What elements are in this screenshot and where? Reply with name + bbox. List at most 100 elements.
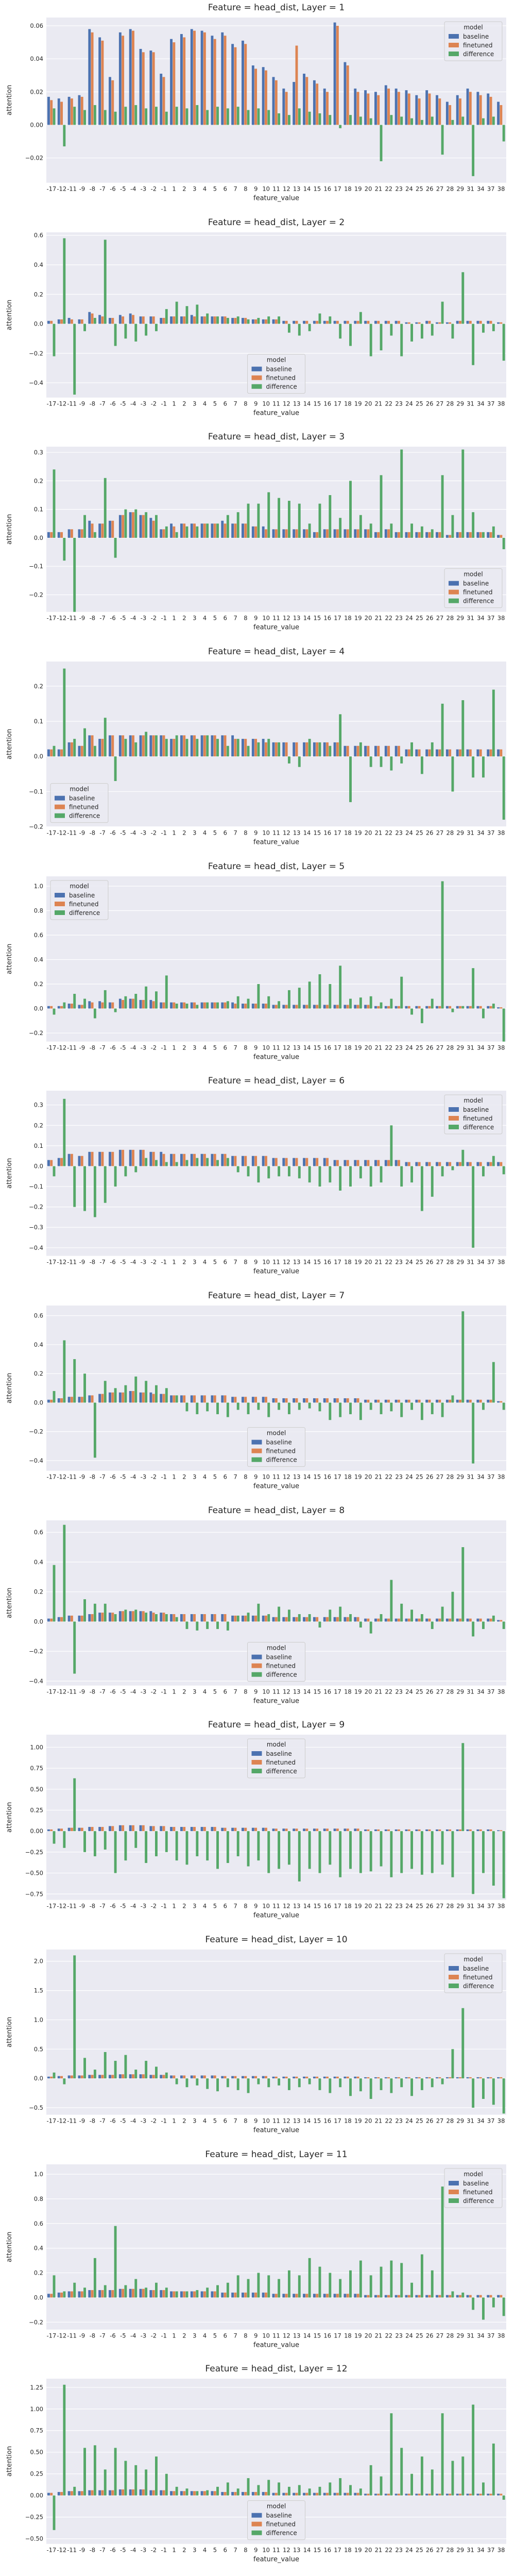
bar-baseline [251,2292,254,2298]
x-tick-label: -12 [57,615,66,622]
bar-finetuned [80,1397,83,1403]
y-tick-label: 0.2 [34,683,43,690]
x-tick-label: 34 [477,1473,485,1481]
bar-baseline [129,313,132,324]
bar-finetuned [500,1830,503,1832]
y-tick-label: 0.4 [34,261,43,268]
bar-difference [257,2273,260,2298]
bar-difference [502,324,505,361]
legend-label-finetuned: finetuned [69,804,98,811]
bar-finetuned [387,1618,390,1622]
legend-title: model [267,1644,286,1651]
x-tick-label: -3 [141,615,146,622]
bar-finetuned [60,101,63,125]
bar-finetuned [428,2494,431,2496]
bar-baseline [231,735,234,757]
bar-finetuned [80,745,83,757]
bar-baseline [415,1399,418,1403]
bar-baseline [129,735,132,757]
bar-finetuned [326,2493,329,2496]
x-tick-label: 14 [303,185,311,193]
legend-swatch-difference [251,1672,262,1677]
bar-finetuned [254,2076,258,2079]
bar-finetuned [449,1829,452,1832]
bar-finetuned [162,2490,165,2496]
x-tick-label: 10 [262,1903,270,1910]
bar-finetuned [387,320,390,324]
bar-difference [380,2078,383,2090]
x-tick-label: 4 [203,1044,207,1051]
bar-finetuned [162,317,165,324]
bar-finetuned [367,93,370,125]
bar-finetuned [428,93,431,125]
bar-baseline [333,529,336,538]
legend-swatch-baseline [251,1751,262,1756]
bar-difference [410,1609,414,1622]
bar-baseline [47,96,50,125]
y-tick-label: −0.2 [29,1204,43,1211]
bar-baseline [180,2491,183,2496]
bar-finetuned [469,320,472,324]
bar-difference [134,1166,138,1173]
bar-baseline [251,1615,254,1622]
bar-finetuned [274,2493,278,2496]
bar-baseline [364,1829,367,1832]
bar-finetuned [346,2076,349,2079]
bar-difference [134,993,138,1009]
x-tick-label: 10 [262,615,270,622]
bar-difference [492,1003,495,1009]
x-tick-label: 37 [487,615,495,622]
legend-label-baseline: baseline [463,2180,489,2187]
bar-finetuned [346,1617,349,1622]
bar-difference [287,2487,290,2496]
x-tick-label: 3 [193,185,196,193]
bar-baseline [282,320,285,324]
bar-baseline [415,95,418,125]
x-tick-label: -11 [67,2117,77,2125]
bar-difference [441,703,444,757]
bar-finetuned [162,735,165,757]
bar-baseline [405,1006,408,1009]
bar-finetuned [142,1825,145,1832]
bar-difference [63,2384,66,2496]
bar-finetuned [377,320,380,324]
x-tick-label: -8 [90,2117,95,2125]
legend-swatch-baseline [449,1965,459,1971]
bar-difference [216,316,219,324]
x-tick-label: 24 [405,829,413,837]
x-tick-label: -8 [90,829,95,837]
x-tick-label: 4 [203,2547,207,2554]
bar-finetuned [91,1002,94,1009]
bar-difference [410,118,414,125]
bar-baseline [221,735,224,757]
bar-difference [420,756,423,774]
bar-finetuned [418,2295,421,2298]
bar-baseline [354,1828,357,1832]
bar-finetuned [203,1154,206,1166]
bar-difference [380,1002,383,1009]
bar-difference [329,495,332,538]
bar-baseline [344,320,347,324]
bar-baseline [118,735,122,757]
x-tick-label: 17 [334,1688,341,1695]
bar-difference [492,324,495,331]
x-tick-label: -9 [79,1259,85,1266]
bar-finetuned [377,2494,380,2496]
bar-finetuned [142,1611,145,1622]
bar-finetuned [122,1150,125,1166]
x-tick-label: -7 [99,1259,105,1266]
bar-finetuned [203,32,206,125]
bar-difference [329,2482,332,2496]
bar-baseline [149,2075,152,2079]
x-tick-label: 8 [244,1473,247,1481]
bar-finetuned [244,523,247,538]
bar-baseline [394,745,398,757]
bar-baseline [405,1618,408,1622]
bar-baseline [47,532,50,538]
bar-baseline [242,1615,244,1622]
x-tick-label: 10 [262,1044,270,1051]
bar-baseline [211,2075,214,2079]
bar-baseline [405,1399,408,1403]
